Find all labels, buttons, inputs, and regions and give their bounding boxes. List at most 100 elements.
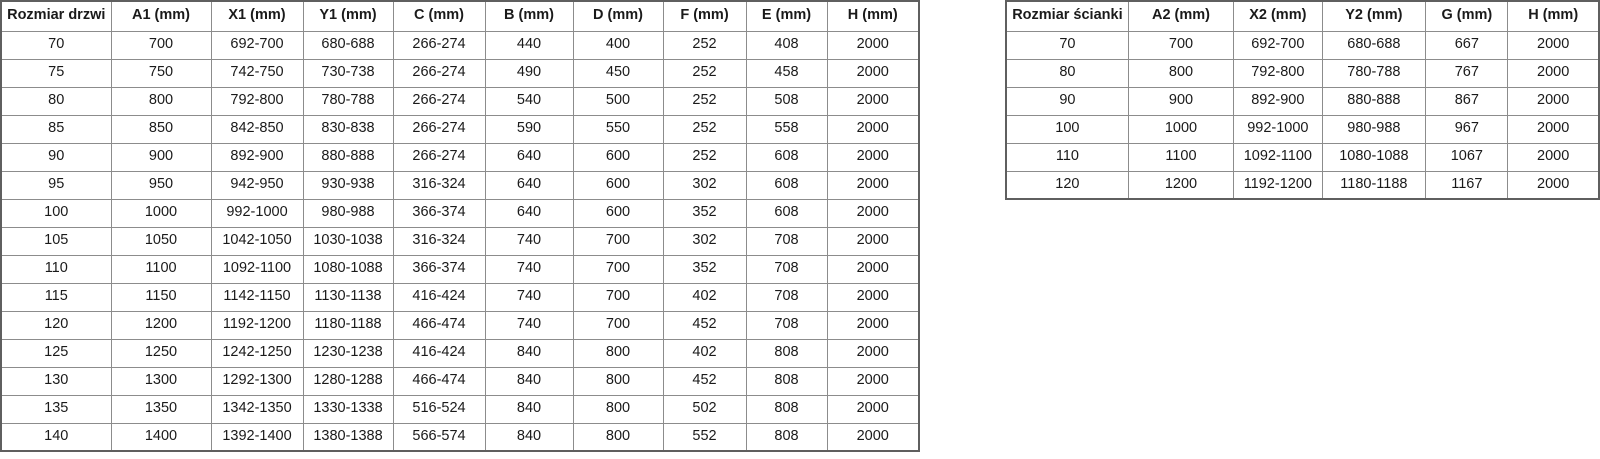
cell: 1250 <box>110 338 212 368</box>
column-header-h: H (mm) <box>1507 0 1600 32</box>
cell: 452 <box>662 310 747 340</box>
cell: 842-850 <box>210 114 304 144</box>
cell: 458 <box>745 58 828 88</box>
table-row: 80 800 792-800 780-788 266-274 540 500 252 508 20… <box>0 86 920 116</box>
cell: 880-888 <box>1321 86 1427 116</box>
cell: 708 <box>745 254 828 284</box>
column-header-a1: A1 (mm) <box>110 0 212 32</box>
cell: 840 <box>484 422 574 452</box>
wall-table-body: 70 700 692-700 680-688 667 2000 80 800 792-800 7… <box>1005 30 1600 200</box>
table-row: 100 1000 992-1000 980-988 967 2000 <box>1005 114 1600 144</box>
cell: 1080-1088 <box>1321 142 1427 172</box>
cell: 105 <box>0 226 112 256</box>
cell: 1342-1350 <box>210 394 304 424</box>
cell: 640 <box>484 142 574 172</box>
cell: 708 <box>745 226 828 256</box>
cell: 1092-1100 <box>210 254 304 284</box>
table-row: 75 750 742-750 730-738 266-274 490 450 252 458 20… <box>0 58 920 88</box>
cell: 1192-1200 <box>210 310 304 340</box>
cell: 352 <box>662 254 747 284</box>
cell: 252 <box>662 58 747 88</box>
table-row: 70 700 692-700 680-688 266-274 440 400 252 408 20… <box>0 30 920 60</box>
cell: 967 <box>1425 114 1509 144</box>
cell: 708 <box>745 282 828 312</box>
column-header-h: H (mm) <box>826 0 920 32</box>
cell: 1380-1388 <box>302 422 394 452</box>
cell: 800 <box>572 422 664 452</box>
table-row: 125 1250 1242-1250 1230-1238 416-424 840 800 40… <box>0 338 920 368</box>
cell: 742-750 <box>210 58 304 88</box>
cell: 2000 <box>826 114 920 144</box>
cell: 800 <box>1127 58 1235 88</box>
cell: 667 <box>1425 30 1509 60</box>
cell: 466-474 <box>392 366 486 396</box>
cell: 316-324 <box>392 226 486 256</box>
cell: 2000 <box>826 394 920 424</box>
cell: 1000 <box>110 198 212 228</box>
cell: 830-838 <box>302 114 394 144</box>
cell: 120 <box>0 310 112 340</box>
door-size-table-container: Rozmiar drzwi A1 (mm) X1 (mm) Y1 (mm) C … <box>0 0 920 452</box>
cell: 590 <box>484 114 574 144</box>
cell: 452 <box>662 366 747 396</box>
cell: 840 <box>484 366 574 396</box>
cell: 302 <box>662 226 747 256</box>
cell: 500 <box>572 86 664 116</box>
cell: 115 <box>0 282 112 312</box>
cell: 692-700 <box>210 30 304 60</box>
table-row: 110 1100 1092-1100 1080-1088 1067 2000 <box>1005 142 1600 172</box>
cell: 2000 <box>826 170 920 200</box>
cell: 2000 <box>826 422 920 452</box>
cell: 1230-1238 <box>302 338 394 368</box>
cell: 140 <box>0 422 112 452</box>
cell: 2000 <box>826 310 920 340</box>
cell: 892-900 <box>210 142 304 172</box>
cell: 1000 <box>1127 114 1235 144</box>
cell: 640 <box>484 198 574 228</box>
cell: 992-1000 <box>210 198 304 228</box>
cell: 800 <box>572 338 664 368</box>
door-table-body: 70 700 692-700 680-688 266-274 440 400 252 408 20… <box>0 30 920 452</box>
cell: 840 <box>484 394 574 424</box>
cell: 600 <box>572 198 664 228</box>
cell: 70 <box>0 30 112 60</box>
cell: 1100 <box>1127 142 1235 172</box>
cell: 1030-1038 <box>302 226 394 256</box>
table-row: 110 1100 1092-1100 1080-1088 366-374 740 700 35… <box>0 254 920 284</box>
cell: 1180-1188 <box>302 310 394 340</box>
wall-table-header: Rozmiar ścianki A2 (mm) X2 (mm) Y2 (mm) … <box>1005 0 1600 32</box>
cell: 608 <box>745 142 828 172</box>
cell: 416-424 <box>392 338 486 368</box>
cell: 252 <box>662 114 747 144</box>
cell: 692-700 <box>1233 30 1323 60</box>
cell: 2000 <box>1507 58 1600 88</box>
cell: 110 <box>1005 142 1129 172</box>
cell: 366-374 <box>392 198 486 228</box>
cell: 80 <box>0 86 112 116</box>
cell: 2000 <box>826 226 920 256</box>
cell: 2000 <box>1507 170 1600 200</box>
cell: 558 <box>745 114 828 144</box>
cell: 366-374 <box>392 254 486 284</box>
cell: 740 <box>484 310 574 340</box>
cell: 980-988 <box>1321 114 1427 144</box>
cell: 85 <box>0 114 112 144</box>
table-row: 85 850 842-850 830-838 266-274 590 550 252 558 20… <box>0 114 920 144</box>
cell: 266-274 <box>392 114 486 144</box>
cell: 1050 <box>110 226 212 256</box>
cell: 2000 <box>826 254 920 284</box>
table-row: 105 1050 1042-1050 1030-1038 316-324 740 700 30… <box>0 226 920 256</box>
cell: 1200 <box>1127 170 1235 200</box>
cell: 808 <box>745 394 828 424</box>
cell: 950 <box>110 170 212 200</box>
cell: 2000 <box>1507 114 1600 144</box>
door-size-table: Rozmiar drzwi A1 (mm) X1 (mm) Y1 (mm) C … <box>0 0 920 452</box>
cell: 266-274 <box>392 30 486 60</box>
table-row: 95 950 942-950 930-938 316-324 640 600 302 608 20… <box>0 170 920 200</box>
cell: 800 <box>572 366 664 396</box>
cell: 1130-1138 <box>302 282 394 312</box>
column-header-f: F (mm) <box>662 0 747 32</box>
column-header-g: G (mm) <box>1425 0 1509 32</box>
column-header-rozmiar-drzwi: Rozmiar drzwi <box>0 0 112 32</box>
